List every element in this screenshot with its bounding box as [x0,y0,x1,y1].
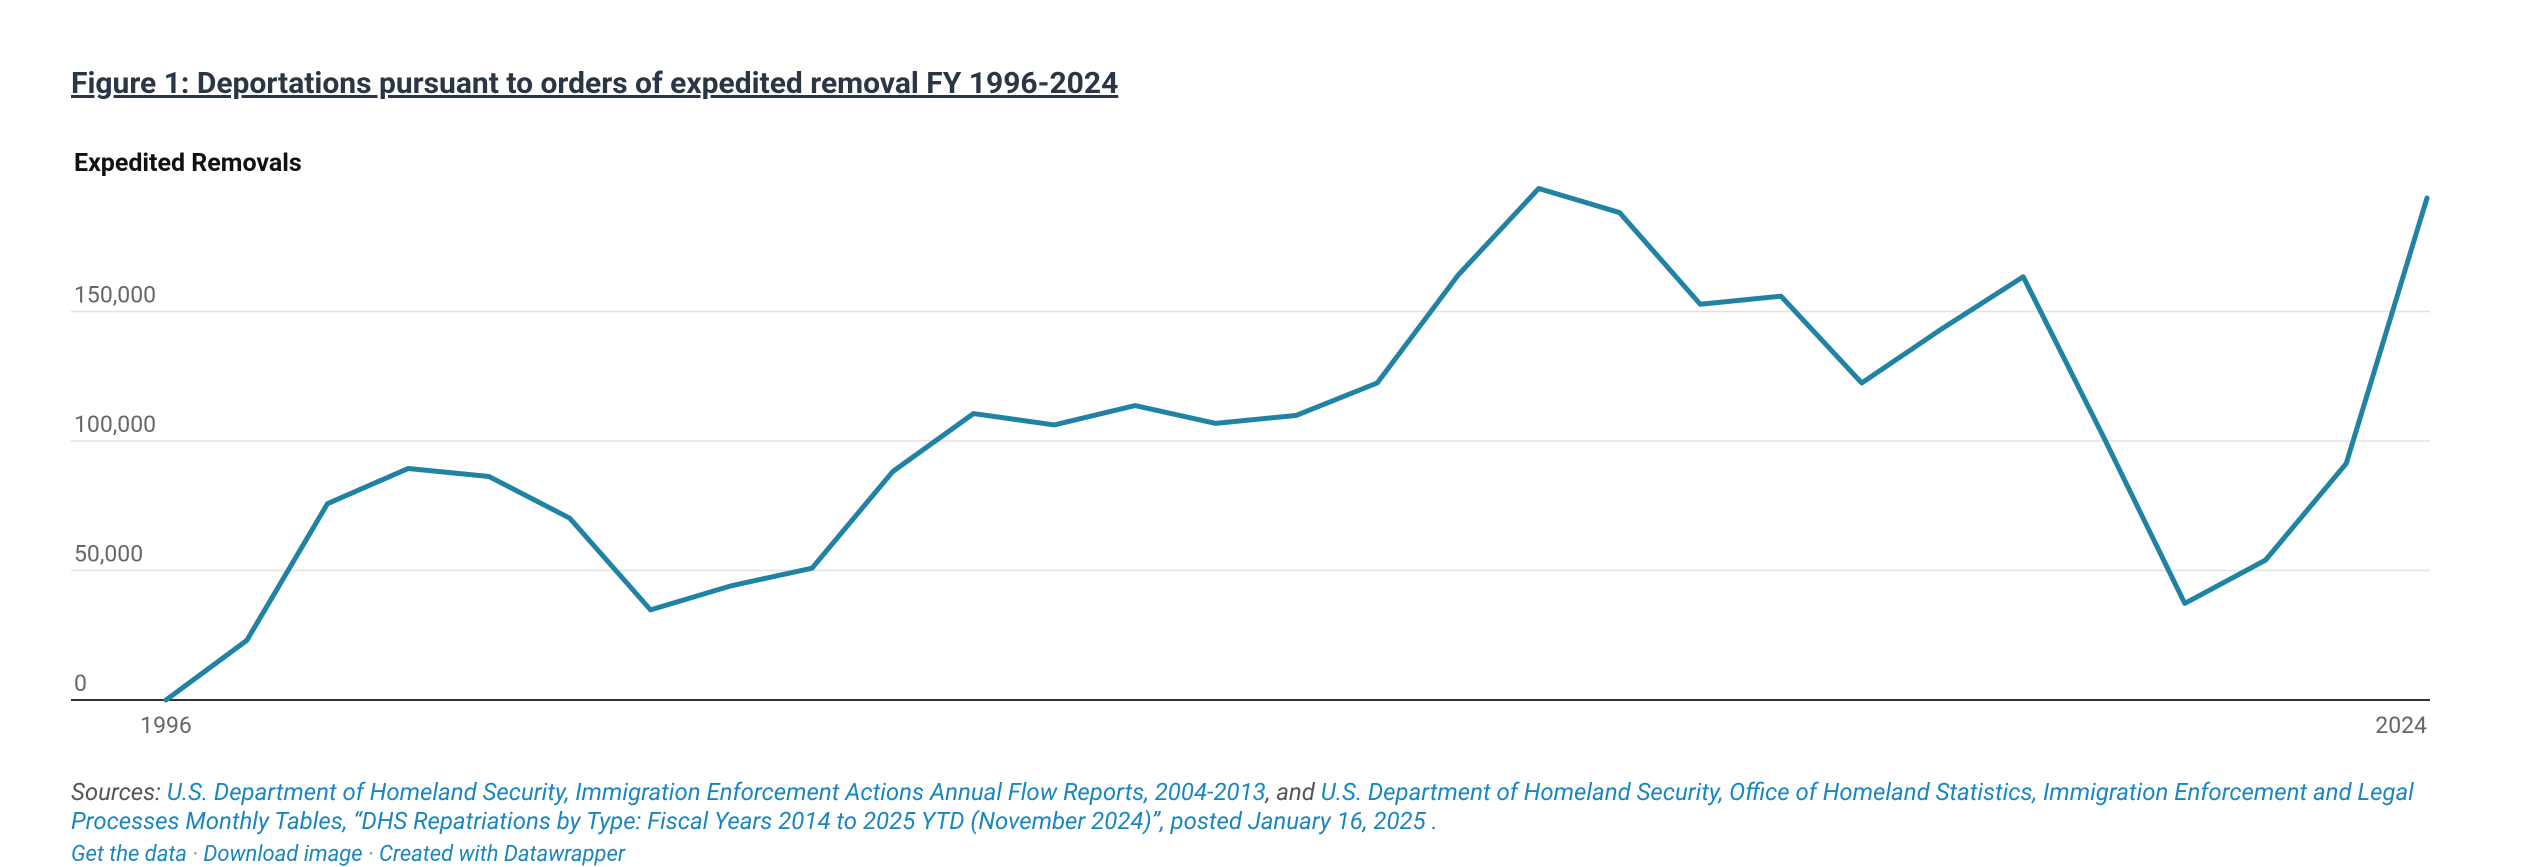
footer-links: Get the data · Download image · Created … [71,842,625,867]
source-link[interactable]: U.S. Department of Homeland Security, Of… [71,778,2414,835]
y-axis-title: Expedited Removals [74,149,302,178]
line [163,185,2430,703]
sources-label: Sources: [71,778,161,806]
y-tick-label: 150,000 [74,282,156,309]
footer: Sources: U.S. Department of Homeland Sec… [71,778,2471,836]
y-tick-label: 0 [74,670,87,697]
footer-link[interactable]: Get the data [71,842,187,867]
footer-link[interactable]: Created with Datawrapper [378,842,626,867]
footer-link[interactable]: Download image [203,842,363,867]
x-tick-label: 2024 [2375,712,2427,739]
source-link[interactable]: U.S. Department of Homeland Security, Im… [166,778,1266,806]
separator: · [186,842,204,867]
separator: · [362,842,379,867]
y-tick-label: 100,000 [74,411,156,438]
y-tick-label: 50,000 [74,541,143,568]
x-tick-label: 1996 [140,712,192,739]
chart: Expedited Removals 0 50,000 100,000 150,000… [71,149,2430,739]
chart-title: Figure 1: Deportations pursuant to order… [71,66,1119,101]
joiner: , and [1265,778,1315,806]
